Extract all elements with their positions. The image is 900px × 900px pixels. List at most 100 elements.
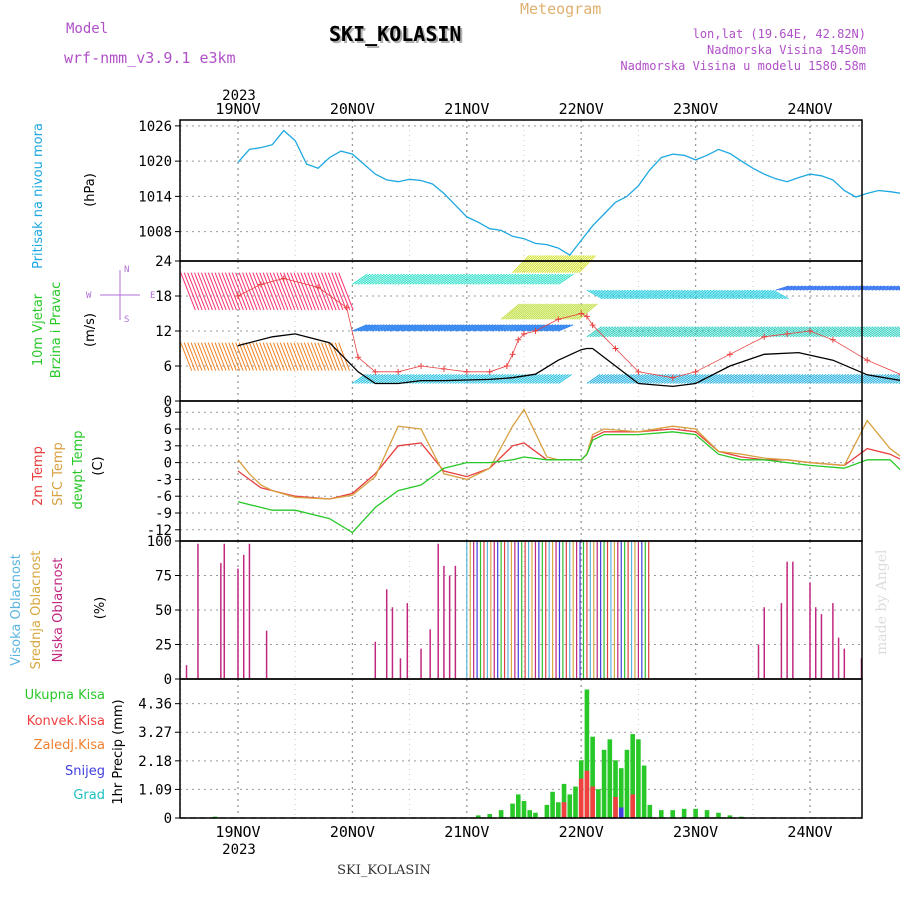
wind-barb — [324, 272, 340, 311]
top-year-label: 2023 — [222, 88, 256, 104]
wind-barb — [615, 374, 630, 384]
wind-barb — [701, 374, 715, 384]
mid-cloud-label: Srednja Oblacnost — [29, 551, 44, 670]
temp2m-label: 2m Temp — [31, 446, 46, 506]
compass-n: N — [124, 265, 129, 275]
wind-barb — [640, 374, 655, 384]
wind-barb — [529, 324, 545, 332]
wind-barb — [276, 272, 292, 311]
wind-barb — [592, 374, 607, 384]
wind-barb — [415, 324, 431, 332]
wind-barb — [352, 324, 368, 332]
wind-barb — [516, 303, 536, 320]
wind-barb — [415, 374, 429, 384]
wind-barb — [357, 324, 374, 332]
wind-barb — [678, 374, 692, 384]
wind-barb — [242, 272, 258, 311]
wind-barb — [574, 303, 594, 320]
wind-barb — [741, 326, 757, 338]
wind-barb — [715, 326, 731, 338]
wind-barb — [761, 374, 775, 384]
precip-bar-total — [487, 814, 492, 818]
wind-barb — [749, 289, 766, 300]
wind-barb — [435, 273, 451, 285]
wind-barb — [314, 272, 330, 311]
sfc-temp-label: SFC Temp — [51, 442, 66, 506]
top-date-labels: 19NOV 20NOV 21NOV 22NOV 23NOV 24NOV — [215, 100, 832, 118]
wind-barb — [626, 289, 643, 300]
ytick-label: -3 — [155, 472, 172, 488]
wind-barb — [266, 342, 278, 371]
precip-bar-total — [550, 791, 555, 818]
wind-barb — [701, 289, 718, 300]
wind-barb — [755, 374, 770, 384]
wind-barb — [678, 326, 694, 338]
wind-barb — [763, 374, 778, 384]
wind-barb — [235, 342, 248, 371]
panel-frame — [179, 119, 863, 262]
wind-barb — [846, 326, 863, 338]
wind-barb — [526, 273, 542, 285]
wind-barb — [290, 342, 302, 371]
wind-barb — [540, 374, 555, 384]
wind-barb — [435, 374, 449, 384]
ytick-label: -12 — [147, 523, 172, 539]
wind-barb — [729, 326, 746, 338]
wind-barb — [180, 342, 193, 371]
wind-barb — [772, 289, 789, 300]
wind-barb — [847, 285, 862, 291]
model-label: Model — [66, 21, 108, 37]
wind-barb — [242, 342, 254, 371]
wind-barb — [211, 272, 227, 311]
wind-barb — [321, 272, 337, 311]
wind-barb — [440, 324, 456, 332]
wind-barb — [806, 374, 821, 384]
wind-barb — [187, 272, 203, 311]
wind-barb — [360, 324, 376, 332]
wind-barb — [520, 324, 537, 332]
top-date-label: 24NOV — [787, 100, 832, 118]
wind-barb — [833, 285, 848, 291]
wind-barb — [723, 326, 740, 338]
wind-barb — [560, 255, 578, 274]
wind-barb — [224, 342, 237, 371]
wind-barb — [546, 324, 562, 332]
bottom-date-label: 23NOV — [673, 823, 718, 841]
wind-barb — [492, 324, 508, 332]
wind-barb — [812, 326, 828, 338]
wind-barb — [466, 324, 482, 332]
wind-barb — [194, 272, 210, 311]
wind-barb — [366, 324, 382, 332]
wind-barb — [669, 326, 685, 338]
wind-barb — [741, 374, 755, 384]
wind-barb — [443, 273, 460, 285]
wind-barb — [528, 255, 546, 274]
wind-barb — [600, 289, 618, 300]
wind-barb — [723, 289, 741, 300]
wind-barb — [509, 303, 529, 320]
wind-barb — [895, 288, 900, 291]
wind-barb — [538, 374, 552, 384]
wind-barb — [180, 272, 196, 311]
wind-barb — [769, 374, 784, 384]
wind-barb — [259, 342, 272, 371]
wind-barb — [403, 324, 419, 332]
wind-barb — [824, 374, 838, 384]
wind-barb — [571, 255, 590, 274]
bottom-date-label: 21NOV — [444, 823, 489, 841]
wind-barb — [600, 326, 617, 338]
wind-barb — [423, 374, 438, 384]
wind-barb — [187, 342, 200, 371]
wind-barb — [895, 333, 900, 338]
wind-barb — [460, 374, 475, 384]
wind-barb — [266, 272, 282, 311]
wind-barb — [483, 324, 499, 332]
wind-barb — [541, 303, 561, 320]
wind-barb — [878, 285, 893, 291]
wind-barb — [698, 289, 715, 300]
wind-barb — [432, 273, 448, 285]
wind-barb — [409, 273, 425, 285]
wind-barb — [782, 285, 797, 291]
wind-barb — [689, 289, 706, 300]
wind-barb — [666, 326, 683, 338]
